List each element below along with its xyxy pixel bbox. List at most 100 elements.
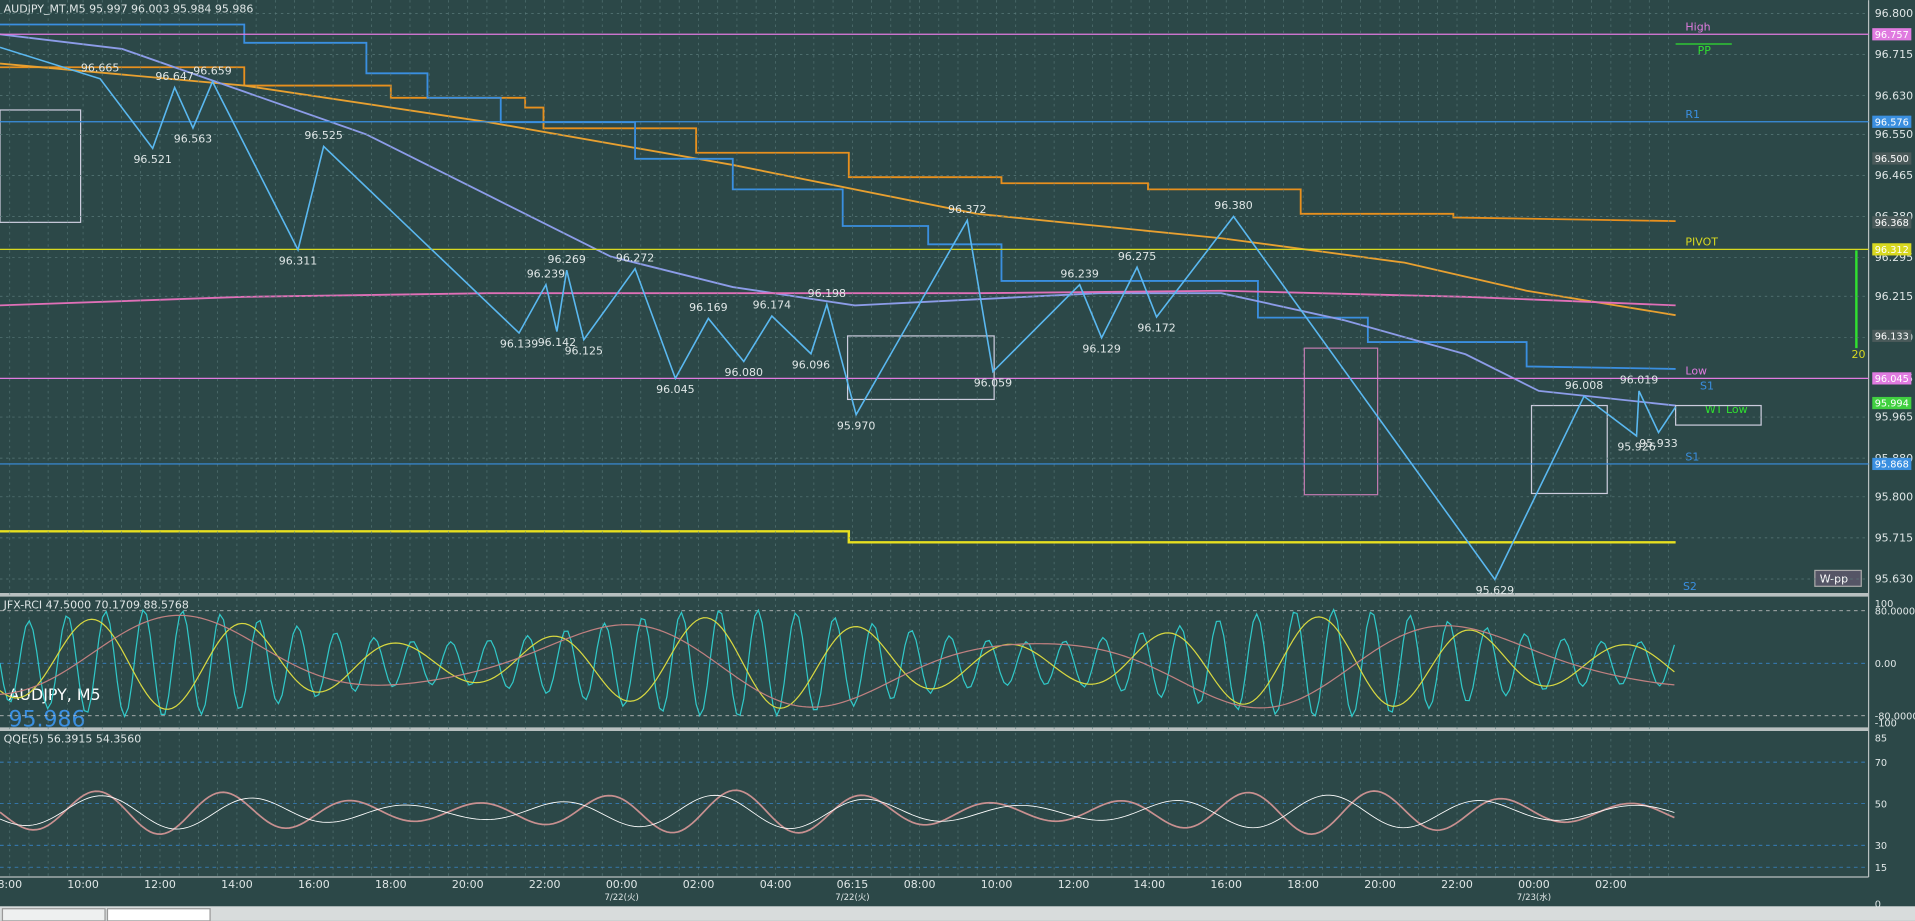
price-tag-label: 96.312 xyxy=(1875,245,1909,256)
box xyxy=(846,335,995,401)
price-tag-label: 95.868 xyxy=(1875,460,1909,471)
price-tag-label: 96.045 xyxy=(1875,374,1909,385)
indicator-line xyxy=(0,614,1675,709)
tab[interactable] xyxy=(1,908,106,921)
price-annotation: 95.970 xyxy=(837,419,875,432)
price-tick-label: 95.715 xyxy=(1875,532,1913,545)
s2-label: S2 xyxy=(1683,580,1697,593)
overlay-price: 95.986 xyxy=(9,708,86,733)
wt-low-label: WT Low xyxy=(1705,403,1748,416)
price-annotation: 95.926 xyxy=(1617,441,1655,454)
time-label: 20:00 xyxy=(1364,878,1396,891)
price-annotation: 96.045 xyxy=(656,383,694,396)
price-tick-label: 96.715 xyxy=(1875,48,1913,61)
price-tick-label: 96.465 xyxy=(1875,169,1913,182)
price-annotation: 96.521 xyxy=(133,153,171,166)
time-label: 8:00 xyxy=(0,878,22,891)
price-tag xyxy=(1872,457,1912,471)
price-annotation: 96.647 xyxy=(155,70,193,83)
time-label: 18:00 xyxy=(375,878,407,891)
date-label: 7/23(水) xyxy=(1517,891,1551,903)
time-label: 12:00 xyxy=(144,878,176,891)
price-tick-label: 95.630 xyxy=(1875,573,1913,586)
qqe-tick: 0 xyxy=(1875,899,1881,910)
ma-mid xyxy=(0,33,1676,407)
price-annotation: 96.172 xyxy=(1137,322,1175,335)
price-tick-label: 96.215 xyxy=(1875,290,1913,303)
w-pp-box xyxy=(1814,569,1862,587)
price-annotation: 96.008 xyxy=(1565,379,1603,392)
price-annotation: 96.059 xyxy=(974,376,1012,389)
price-annotation: 96.239 xyxy=(527,267,565,280)
price-tag xyxy=(1872,396,1912,410)
price-annotation: 96.659 xyxy=(193,64,231,77)
ma-long xyxy=(0,289,1676,307)
price-annotation: 96.174 xyxy=(753,299,791,312)
price-annotation: 96.198 xyxy=(808,287,846,300)
weekly-s2 xyxy=(0,530,1676,544)
price-annotation: 96.275 xyxy=(1118,250,1156,263)
level-name: Low xyxy=(1685,365,1707,378)
time-label: 08:00 xyxy=(904,878,936,891)
level-name: R1 xyxy=(1685,108,1700,121)
price-annotation: 96.525 xyxy=(304,129,342,142)
indicator-line xyxy=(0,616,1675,710)
time-label: 14:00 xyxy=(221,878,253,891)
indicator-line xyxy=(0,607,1675,719)
price-line xyxy=(0,46,1677,581)
price-tag-label: 96.368 xyxy=(1875,218,1909,229)
price-annotation: 95.629 xyxy=(1476,584,1514,597)
price-annotation: 96.142 xyxy=(538,336,576,349)
time-label: 04:00 xyxy=(760,878,792,891)
time-label: 00:00 xyxy=(1518,878,1550,891)
box xyxy=(0,109,82,223)
price-tag xyxy=(1872,152,1912,165)
price-annotation: 96.169 xyxy=(689,301,727,314)
price-tag-label: 95.994 xyxy=(1875,399,1909,410)
price-tick-label: 96.800 xyxy=(1875,7,1913,20)
count-label: 20 xyxy=(1851,348,1865,361)
price-tick-label: 96.630 xyxy=(1875,89,1913,102)
time-label: 14:00 xyxy=(1133,878,1165,891)
qqe-tick: 50 xyxy=(1875,799,1887,810)
wt-low-box xyxy=(1675,404,1762,426)
level-name: S1 xyxy=(1685,450,1699,463)
time-label: 22:00 xyxy=(1441,878,1473,891)
price-annotation: 96.139 xyxy=(500,338,538,351)
time-label: 16:00 xyxy=(298,878,330,891)
time-label: 16:00 xyxy=(1210,878,1242,891)
price-tick-label: 95.965 xyxy=(1875,411,1913,424)
symbol-info: AUDJPY_MT,M5 95.997 96.003 95.984 95.986 xyxy=(4,2,254,15)
price-annotation: 96.239 xyxy=(1060,267,1098,280)
qqe-tick: 15 xyxy=(1875,863,1887,874)
price-tag-label: 96.757 xyxy=(1875,30,1909,41)
price-tag-label: 96.133 xyxy=(1875,332,1909,343)
tab[interactable] xyxy=(106,908,211,921)
price-annotation: 96.080 xyxy=(725,366,763,379)
price-tag xyxy=(1872,28,1912,41)
time-label: 18:00 xyxy=(1287,878,1319,891)
price-annotation: 96.019 xyxy=(1620,374,1658,387)
qqe-tick: 70 xyxy=(1875,758,1887,769)
price-tag-label: 96.576 xyxy=(1875,117,1909,128)
time-label: 10:00 xyxy=(67,878,99,891)
price-tick-label: 96.550 xyxy=(1875,128,1913,141)
rci-title: JFX-RCI 47.5000 70.1709 88.5768 xyxy=(3,598,189,611)
rci-tick: 80.0000 xyxy=(1875,606,1915,617)
price-annotation: 96.272 xyxy=(616,251,654,264)
time-label: 02:00 xyxy=(683,878,715,891)
box xyxy=(1303,347,1379,496)
price-annotation: 96.096 xyxy=(792,358,830,371)
rci-tick: -100 xyxy=(1875,719,1897,730)
level-name: PIVOT xyxy=(1685,236,1718,249)
date-label: 7/22(火) xyxy=(604,893,638,903)
rci-tick: -80.0000 xyxy=(1875,711,1915,722)
price-annotation: 96.125 xyxy=(565,344,603,357)
pp-label: PP xyxy=(1698,44,1712,57)
ma-step-blue xyxy=(0,23,1676,370)
price-tag xyxy=(1872,216,1912,229)
rci-tick: 0.00 xyxy=(1875,659,1897,670)
price-annotation: 96.380 xyxy=(1214,199,1252,212)
